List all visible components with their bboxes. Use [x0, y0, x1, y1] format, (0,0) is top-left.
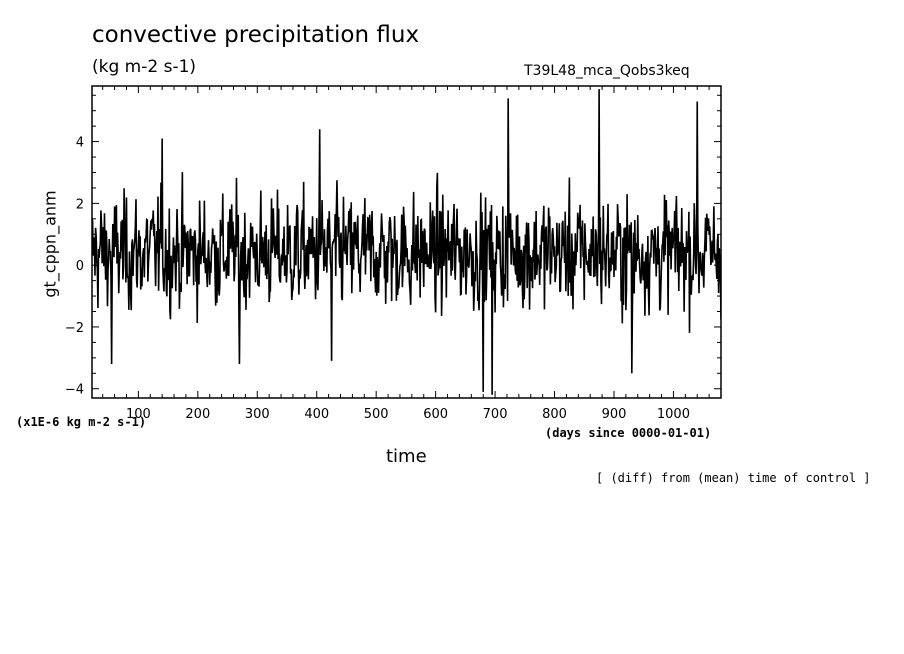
y-tick-label: −2	[65, 321, 84, 336]
x-tick-label: 400	[304, 407, 329, 422]
x-tick-label: 600	[423, 407, 448, 422]
x-axis-label: time	[386, 446, 427, 467]
footnote: [ (diff) from (mean) time of control ]	[596, 471, 871, 485]
series-polyline	[92, 89, 721, 395]
y-tick-label: −4	[65, 383, 84, 398]
y-tick-label: 0	[76, 259, 84, 274]
x-tick-label: 1000	[657, 407, 690, 422]
x-tick-label: 200	[185, 407, 210, 422]
series-line	[92, 89, 721, 395]
run-label: T39L48_mca_Qobs3keq	[524, 63, 690, 79]
y-tick-label: 4	[76, 136, 84, 151]
x-axis-units: (days since 0000-01-01)	[545, 426, 712, 440]
x-tick-label: 500	[364, 407, 389, 422]
x-tick-label: 800	[542, 407, 567, 422]
chart-title: convective precipitation flux	[92, 22, 420, 48]
plot-frame	[91, 85, 722, 399]
chart-units: (kg m-2 s-1)	[92, 57, 197, 77]
axis-ticks: 100 200 300 400 500 600 700 800 900 1000 −4 −2 0 2 4	[65, 86, 722, 422]
y-scale-note: (x1E-6 kg m-2 s-1)	[16, 415, 147, 429]
x-tick-label: 300	[245, 407, 270, 422]
x-tick-label: 900	[602, 407, 627, 422]
y-tick-label: 2	[76, 197, 84, 212]
x-tick-label: 100	[126, 407, 151, 422]
x-tick-label: 700	[483, 407, 508, 422]
